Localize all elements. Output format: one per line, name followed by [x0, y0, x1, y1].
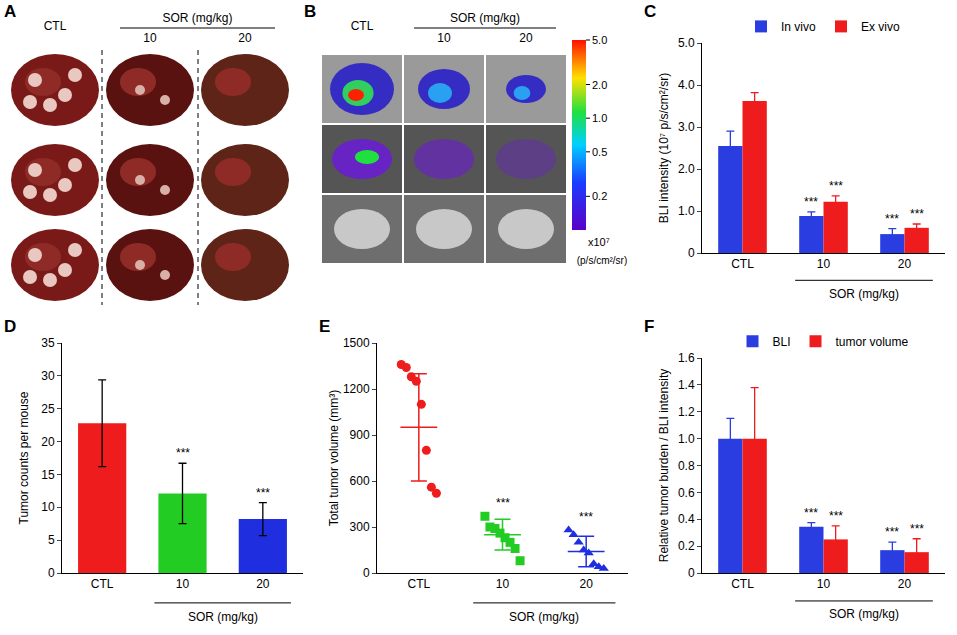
- svg-text:4.0: 4.0: [678, 78, 695, 92]
- svg-text:30: 30: [41, 369, 55, 383]
- svg-text:SOR (mg/kg): SOR (mg/kg): [509, 610, 579, 624]
- svg-text:tumor volume: tumor volume: [836, 335, 909, 349]
- html-text:D: D: [4, 317, 17, 336]
- html-text:F: F: [644, 317, 655, 336]
- svg-text:10: 10: [496, 577, 510, 591]
- svg-text:20: 20: [579, 577, 593, 591]
- svg-text:10: 10: [143, 31, 157, 45]
- svg-text:***: ***: [829, 509, 843, 523]
- svg-text:15: 15: [41, 468, 55, 482]
- svg-text:1.6: 1.6: [678, 351, 695, 365]
- svg-text:10: 10: [176, 577, 190, 591]
- svg-text:2.0: 2.0: [678, 162, 695, 176]
- svg-text:1200: 1200: [343, 382, 370, 396]
- svg-text:***: ***: [804, 506, 818, 520]
- svg-text:SOR (mg/kg): SOR (mg/kg): [162, 11, 232, 25]
- svg-text:35: 35: [41, 336, 55, 350]
- svg-text:***: ***: [910, 207, 924, 221]
- svg-text:In vivo: In vivo: [781, 20, 816, 34]
- svg-text:3.0: 3.0: [678, 120, 695, 134]
- svg-text:0.4: 0.4: [678, 512, 695, 526]
- svg-text:1.0: 1.0: [678, 432, 695, 446]
- svg-text:0: 0: [688, 566, 695, 580]
- svg-text:CTL: CTL: [731, 577, 754, 591]
- svg-text:BLI intensity (10⁷ p/s/cm²/sr): BLI intensity (10⁷ p/s/cm²/sr): [657, 73, 671, 223]
- svg-text:SOR (mg/kg): SOR (mg/kg): [829, 287, 899, 301]
- svg-text:***: ***: [579, 510, 593, 524]
- svg-text:CTL: CTL: [91, 577, 114, 591]
- svg-text:CTL: CTL: [731, 257, 754, 271]
- svg-text:Relative tumor burden / BLI in: Relative tumor burden / BLI intensity: [657, 369, 671, 562]
- svg-text:1.0: 1.0: [678, 204, 695, 218]
- svg-text:0.5: 0.5: [592, 146, 607, 158]
- svg-text:0: 0: [363, 566, 370, 580]
- svg-text:300: 300: [350, 520, 370, 534]
- svg-text:***: ***: [829, 179, 843, 193]
- svg-text:SOR (mg/kg): SOR (mg/kg): [450, 11, 520, 25]
- svg-text:10: 10: [437, 31, 451, 45]
- svg-text:1500: 1500: [343, 336, 370, 350]
- svg-text:BLI: BLI: [773, 335, 791, 349]
- svg-text:600: 600: [350, 474, 370, 488]
- html-text:E: E: [319, 317, 331, 336]
- svg-text:***: ***: [910, 522, 924, 536]
- svg-text:0.6: 0.6: [678, 486, 695, 500]
- svg-text:20: 20: [41, 435, 55, 449]
- svg-text:***: ***: [256, 486, 270, 500]
- html-text:A: A: [4, 2, 17, 21]
- svg-text:***: ***: [804, 195, 818, 209]
- svg-text:1.2: 1.2: [678, 405, 695, 419]
- svg-text:Total tumor volume (mm³): Total tumor volume (mm³): [327, 390, 341, 527]
- svg-text:0.2: 0.2: [592, 190, 607, 202]
- svg-text:1.4: 1.4: [678, 378, 695, 392]
- svg-text:20: 20: [898, 577, 912, 591]
- svg-text:SOR (mg/kg): SOR (mg/kg): [829, 607, 899, 621]
- svg-text:20: 20: [898, 257, 912, 271]
- svg-text:Ex vivo: Ex vivo: [861, 20, 900, 34]
- svg-text:0: 0: [48, 566, 55, 580]
- svg-text:10: 10: [817, 577, 831, 591]
- html-text:B: B: [304, 2, 317, 21]
- svg-text:2.0: 2.0: [592, 79, 607, 91]
- html-text:C: C: [644, 2, 657, 21]
- svg-text:***: ***: [885, 212, 899, 226]
- svg-text:5.0: 5.0: [592, 34, 607, 46]
- svg-text:25: 25: [41, 402, 55, 416]
- svg-text:CTL: CTL: [351, 19, 374, 33]
- svg-text:Tumor counts per mouse: Tumor counts per mouse: [17, 391, 31, 524]
- svg-text:5: 5: [48, 533, 55, 547]
- svg-text:x10⁷: x10⁷: [588, 236, 610, 248]
- svg-text:20: 20: [256, 577, 270, 591]
- svg-text:SOR (mg/kg): SOR (mg/kg): [188, 610, 258, 624]
- svg-text:10: 10: [817, 257, 831, 271]
- svg-text:***: ***: [176, 446, 190, 460]
- svg-text:20: 20: [238, 31, 252, 45]
- svg-text:***: ***: [885, 525, 899, 539]
- svg-text:0.2: 0.2: [678, 539, 695, 553]
- svg-text:0.8: 0.8: [678, 459, 695, 473]
- svg-text:10: 10: [41, 500, 55, 514]
- svg-text:(p/s/cm²/sr): (p/s/cm²/sr): [577, 255, 628, 266]
- svg-text:CTL: CTL: [407, 577, 430, 591]
- svg-text:***: ***: [496, 496, 510, 510]
- svg-text:20: 20: [519, 31, 533, 45]
- svg-text:0: 0: [688, 246, 695, 260]
- svg-text:900: 900: [350, 428, 370, 442]
- svg-text:1.0: 1.0: [592, 112, 607, 124]
- svg-text:CTL: CTL: [44, 19, 67, 33]
- svg-text:5.0: 5.0: [678, 36, 695, 50]
